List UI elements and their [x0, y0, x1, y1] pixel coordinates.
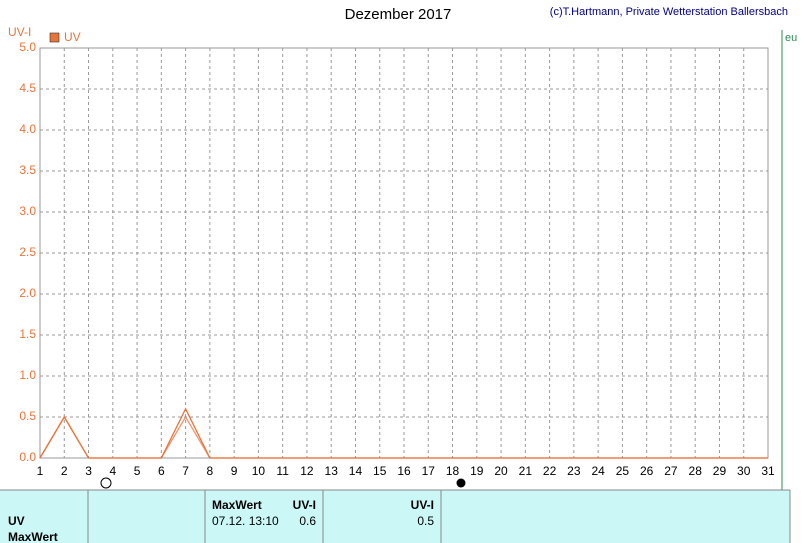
x-tick-label: 27	[664, 464, 678, 478]
moon-new	[100, 477, 112, 489]
x-tick-label: 14	[349, 464, 363, 478]
legend-label: UV	[64, 30, 81, 44]
x-tick-label: 5	[134, 464, 141, 478]
plot-area: 0.00.51.01.52.02.53.03.54.04.55.01 2 3 4 5 6 7…	[19, 40, 775, 478]
x-tick-label: 26	[640, 464, 654, 478]
x-tick-label: 1	[37, 464, 44, 478]
x-tick-label: 25	[616, 464, 630, 478]
x-tick-label: 15	[373, 464, 387, 478]
x-tick-label: 31	[761, 464, 775, 478]
table-cell: 07.12. 13:10	[212, 514, 279, 528]
uv-line	[39, 415, 768, 459]
table-lines	[0, 489, 791, 543]
table-cell: 0.5	[417, 514, 434, 528]
y-tick-label: 4.5	[19, 81, 36, 95]
right-fragment: eu	[785, 32, 797, 44]
x-tick-label: 2	[61, 464, 68, 478]
legend-swatch	[49, 32, 60, 43]
x-tick-label: 22	[543, 464, 557, 478]
y-tick-label: 2.5	[19, 245, 36, 259]
x-tick-label: 19	[470, 464, 484, 478]
x-tick-label: 29	[713, 464, 727, 478]
y-tick-label: 3.5	[19, 163, 36, 177]
x-tick-label: 17	[422, 464, 436, 478]
y-tick-label: 0.5	[19, 409, 36, 423]
x-tick-label: 6	[158, 464, 165, 478]
moon-full	[456, 478, 466, 488]
y-tick-label: 3.0	[19, 204, 36, 218]
table-header: UV-I	[411, 498, 434, 512]
x-tick-label: 13	[325, 464, 339, 478]
x-tick-label: 11	[276, 464, 289, 478]
table-row-label: UV	[8, 514, 25, 528]
x-tick-label: 28	[689, 464, 703, 478]
x-tick-label: 21	[519, 464, 533, 478]
x-tick-label: 10	[252, 464, 266, 478]
y-tick-label: 0.0	[19, 450, 36, 464]
x-tick-label: 30	[737, 464, 751, 478]
x-tick-label: 23	[567, 464, 581, 478]
x-tick-label: 8	[207, 464, 214, 478]
credit: (c)T.Hartmann, Private Wetterstation Bal…	[550, 6, 788, 18]
table-row-label: MaxWert	[8, 530, 58, 543]
table-header: MaxWert	[212, 498, 262, 512]
table-header: UV-I	[293, 498, 316, 512]
y-tick-label: 2.0	[19, 286, 36, 300]
x-tick-label: 16	[397, 464, 411, 478]
y-axis-label: UV-I	[8, 25, 31, 39]
table-cell: 0.6	[299, 514, 316, 528]
x-tick-label: 7	[182, 464, 189, 478]
x-tick-label: 12	[300, 464, 314, 478]
x-tick-label: 18	[446, 464, 460, 478]
y-tick-label: 5.0	[19, 40, 36, 54]
x-tick-label: 3	[85, 464, 92, 478]
x-tick-label: 4	[109, 464, 116, 478]
x-tick-label: 9	[231, 464, 238, 478]
table-bg	[0, 490, 790, 543]
x-tick-label: 20	[494, 464, 508, 478]
chart-title: Dezember 2017	[345, 6, 452, 23]
y-tick-label: 4.0	[19, 122, 36, 136]
y-tick-label: 1.5	[19, 327, 36, 341]
y-tick-label: 1.0	[19, 368, 36, 382]
x-tick-label: 24	[591, 464, 605, 478]
